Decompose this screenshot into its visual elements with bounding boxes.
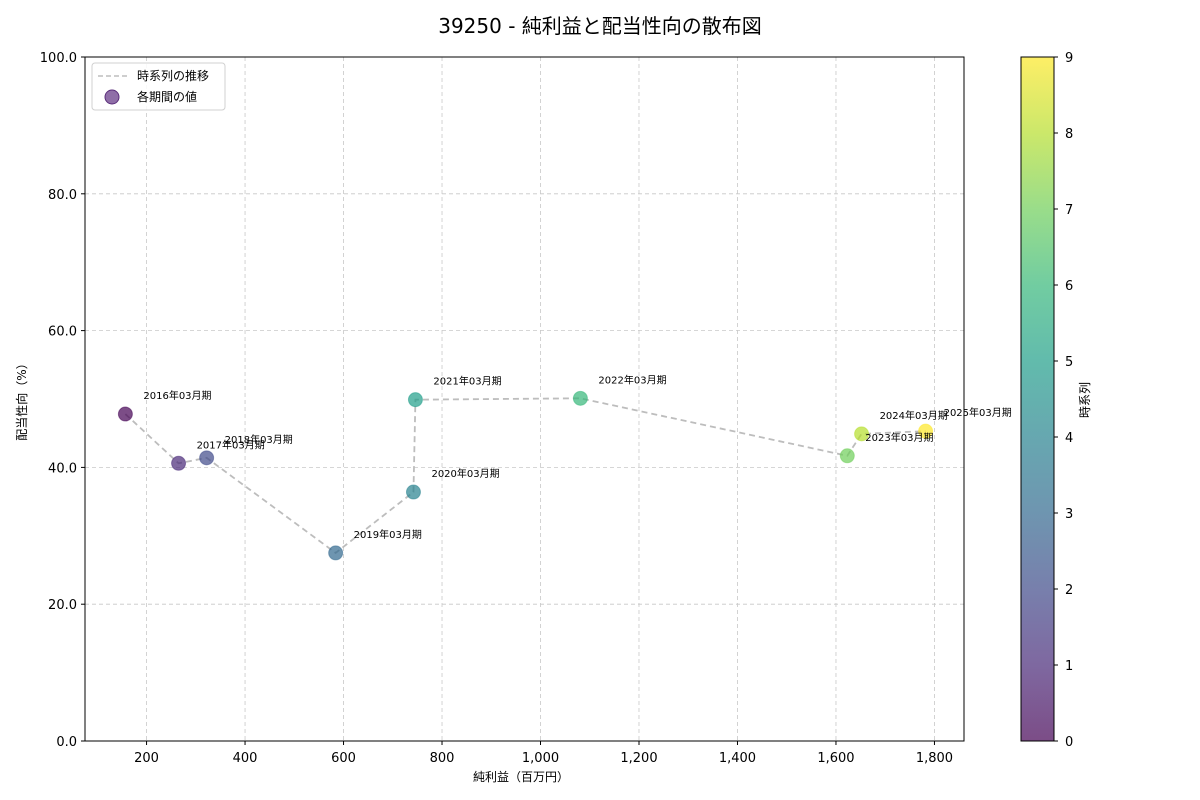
x-tick-label: 1,800 bbox=[916, 751, 953, 766]
colorbar-tick-label: 3 bbox=[1065, 507, 1073, 522]
point-label: 2019年03月期 bbox=[354, 528, 422, 541]
data-point bbox=[117, 406, 133, 422]
y-tick-label: 100.0 bbox=[40, 51, 77, 66]
data-point bbox=[854, 426, 870, 442]
data-points bbox=[117, 390, 934, 561]
point-label: 2024年03月期 bbox=[880, 409, 948, 422]
x-axis-ticks: 200 400 600 800 1,000 1,200 1,400 1,600 1,800 bbox=[134, 741, 953, 766]
point-label: 2022年03月期 bbox=[598, 373, 666, 386]
colorbar-ticks: 0 1 2 3 4 5 6 7 8 9 bbox=[1054, 51, 1073, 750]
colorbar-tick-label: 2 bbox=[1065, 583, 1073, 598]
colorbar-gradient bbox=[1020, 56, 1055, 742]
legend-entry-points: 各期間の値 bbox=[137, 89, 197, 104]
colorbar-tick-label: 1 bbox=[1065, 659, 1073, 674]
data-point bbox=[918, 423, 934, 439]
data-point bbox=[405, 484, 421, 500]
legend: 時系列の推移 各期間の値 bbox=[91, 62, 226, 111]
data-point bbox=[328, 545, 344, 561]
data-point bbox=[171, 455, 187, 471]
colorbar-tick-label: 0 bbox=[1065, 735, 1073, 750]
y-tick-label: 0.0 bbox=[56, 735, 77, 750]
legend-marker-icon bbox=[104, 89, 120, 105]
colorbar-label: 時系列 bbox=[1078, 382, 1092, 418]
x-tick-label: 800 bbox=[430, 751, 455, 766]
plot-frame bbox=[84, 56, 965, 742]
y-axis-label: 配当性向（%） bbox=[14, 357, 29, 440]
point-label: 2023年03月期 bbox=[865, 431, 933, 444]
y-tick-label: 80.0 bbox=[48, 188, 77, 203]
point-label: 2017年03月期 bbox=[197, 438, 265, 451]
point-label: 2016年03月期 bbox=[143, 389, 211, 402]
data-point bbox=[839, 448, 855, 464]
colorbar-tick-label: 4 bbox=[1065, 431, 1073, 446]
y-axis-ticks: 0.0 20.0 40.0 60.0 80.0 100.0 bbox=[40, 51, 85, 750]
trend-polyline bbox=[124, 397, 926, 555]
time-series-line bbox=[124, 397, 926, 555]
x-tick-label: 200 bbox=[134, 751, 159, 766]
colorbar-tick-label: 7 bbox=[1065, 203, 1073, 218]
point-label: 2020年03月期 bbox=[431, 467, 499, 480]
point-label: 2018年03月期 bbox=[225, 433, 293, 446]
point-label: 2025年03月期 bbox=[944, 406, 1012, 419]
x-tick-label: 1,600 bbox=[817, 751, 854, 766]
data-point bbox=[199, 450, 215, 466]
y-tick-label: 60.0 bbox=[48, 325, 77, 340]
point-label: 2021年03月期 bbox=[433, 375, 501, 388]
colorbar-tick-label: 6 bbox=[1065, 279, 1073, 294]
colorbar: 0 1 2 3 4 5 6 7 8 9 時系列 bbox=[1020, 51, 1092, 750]
data-point bbox=[572, 390, 588, 406]
grid-lines bbox=[85, 56, 964, 742]
x-tick-label: 600 bbox=[331, 751, 356, 766]
x-tick-label: 400 bbox=[233, 751, 258, 766]
x-tick-label: 1,000 bbox=[522, 751, 559, 766]
x-tick-label: 1,200 bbox=[620, 751, 657, 766]
data-point bbox=[407, 392, 423, 408]
colorbar-tick-label: 8 bbox=[1065, 127, 1073, 142]
legend-entry-trend: 時系列の推移 bbox=[137, 69, 209, 83]
x-tick-label: 1,400 bbox=[719, 751, 756, 766]
colorbar-tick-label: 9 bbox=[1065, 51, 1073, 66]
colorbar-tick-label: 5 bbox=[1065, 355, 1073, 370]
chart-title: 39250 - 純利益と配当性向の散布図 bbox=[438, 14, 762, 38]
x-axis-label: 純利益（百万円） bbox=[473, 770, 569, 784]
legend-box bbox=[91, 62, 226, 111]
y-tick-label: 40.0 bbox=[48, 461, 77, 476]
y-tick-label: 20.0 bbox=[48, 598, 77, 613]
